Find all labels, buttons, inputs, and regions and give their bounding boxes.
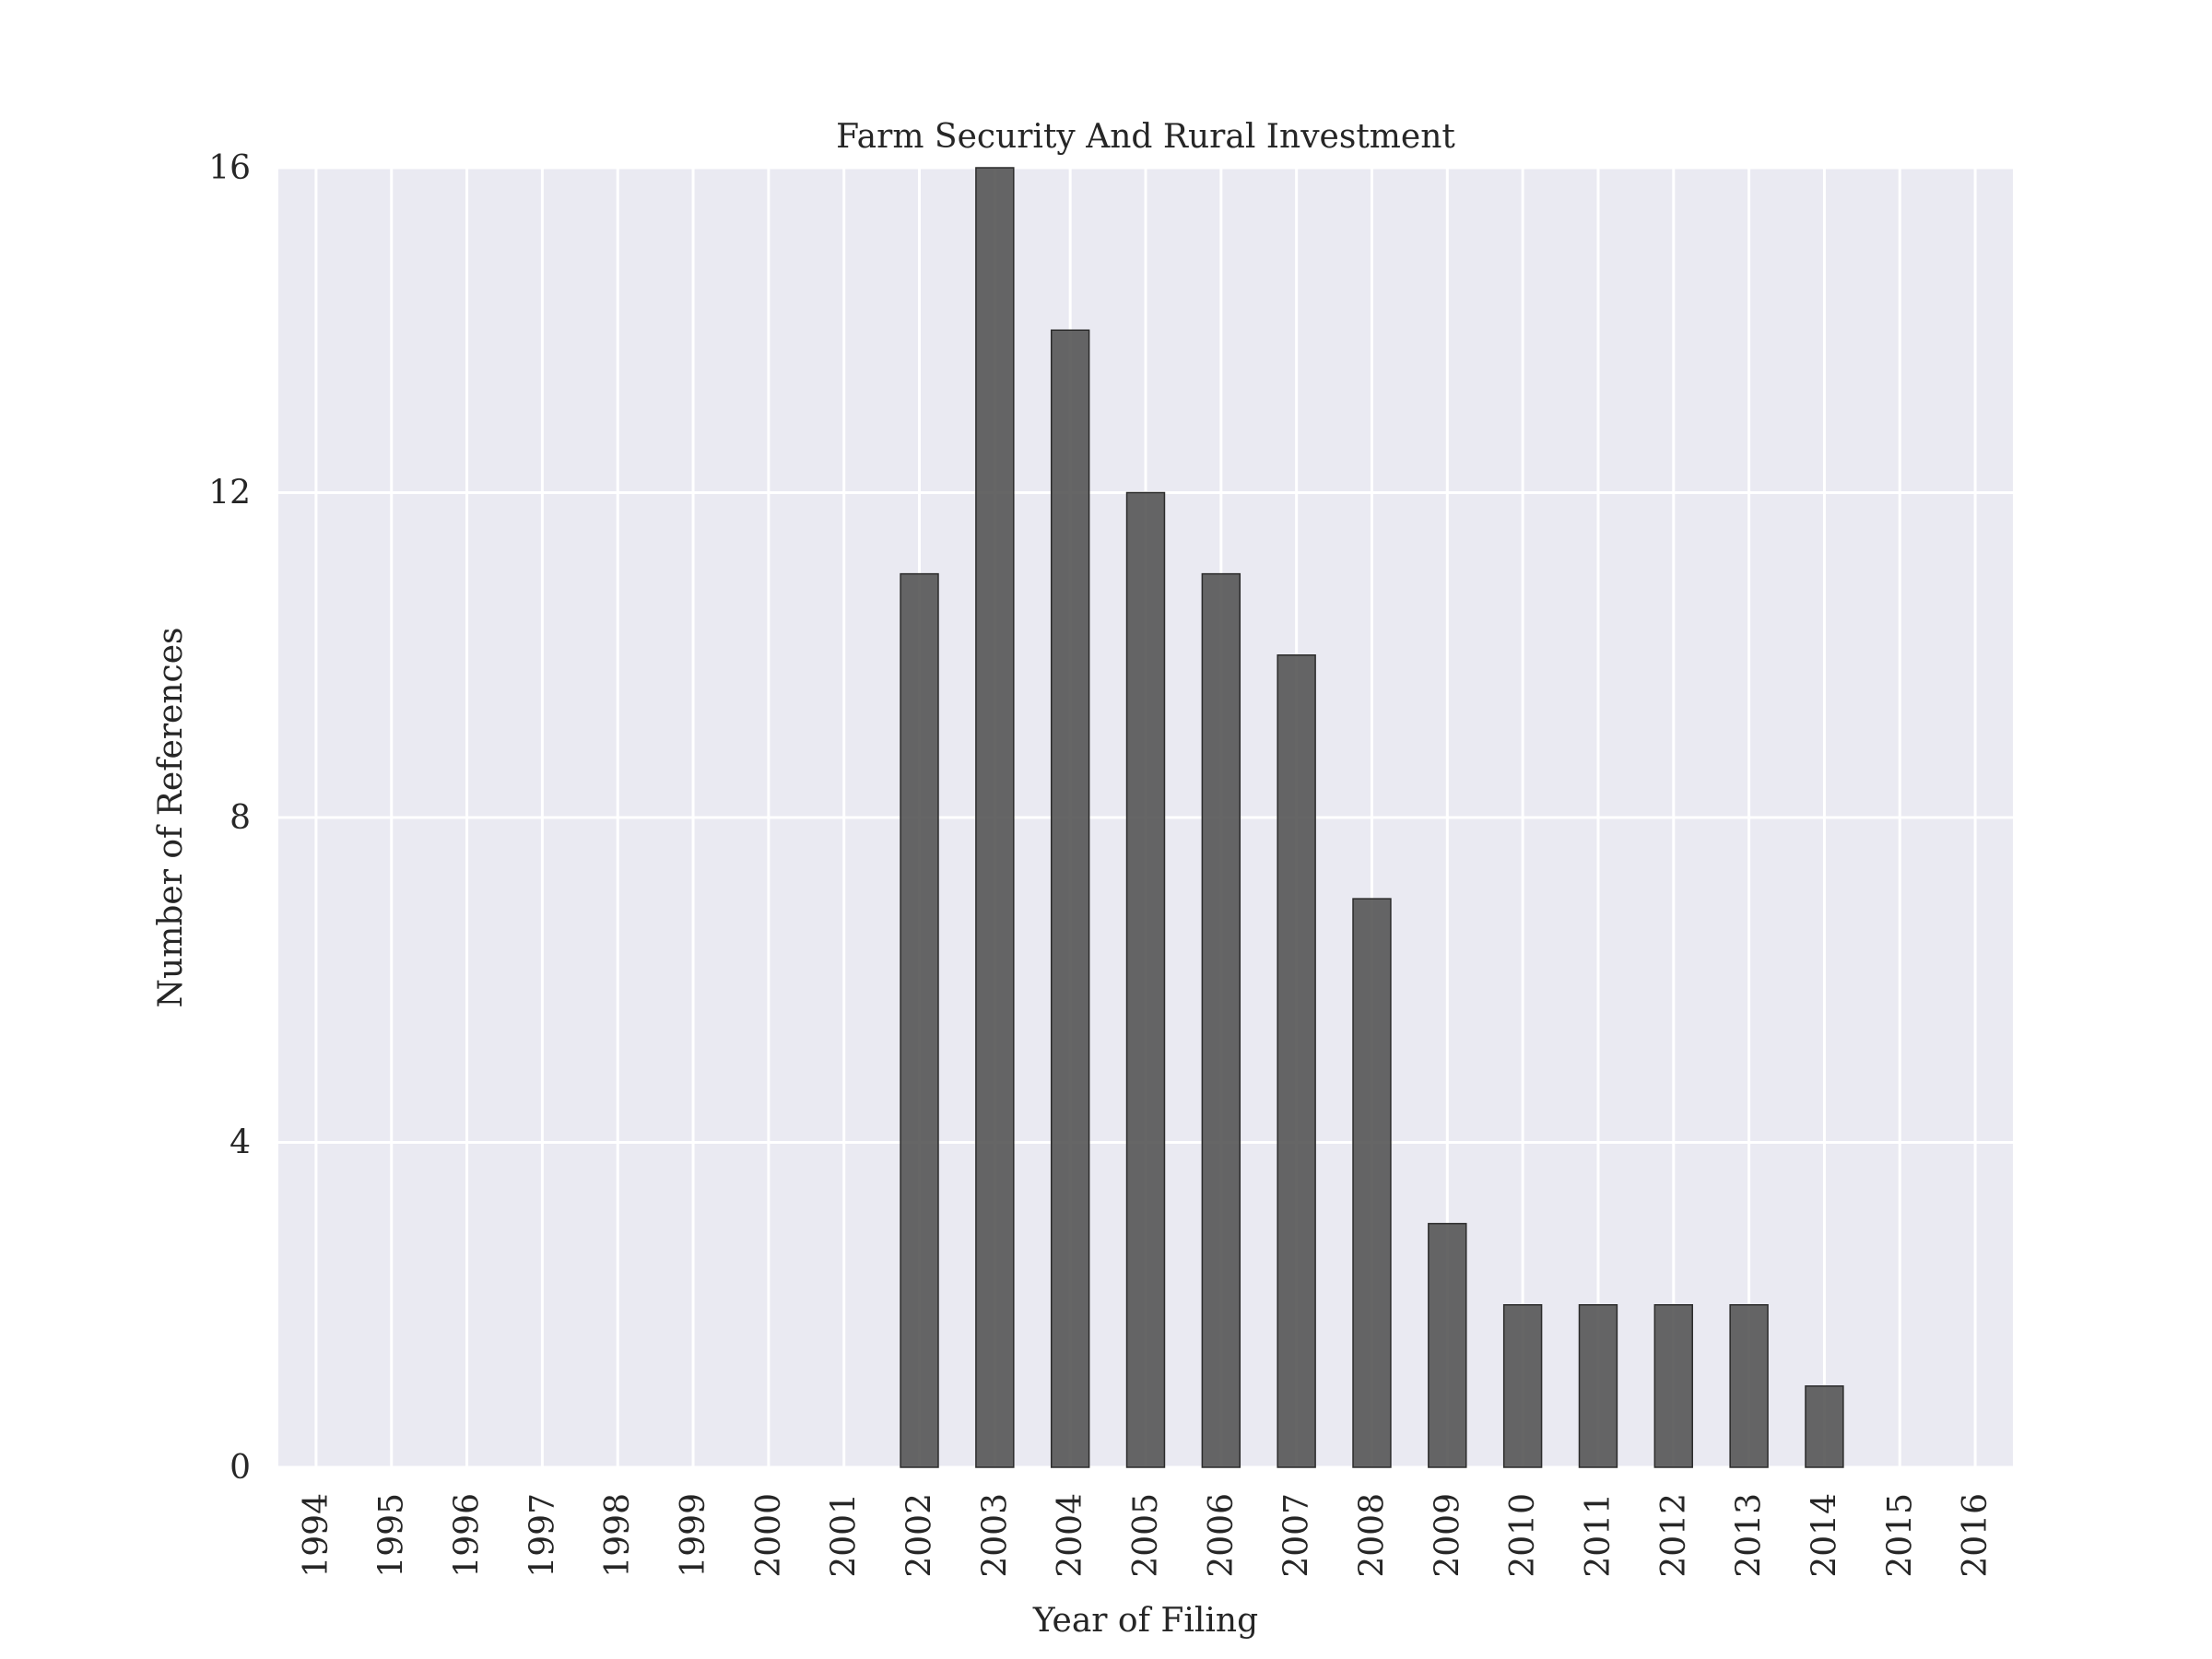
y-tick-label: 4 [229, 1124, 251, 1162]
x-tick-label: 2013 [1731, 1493, 1769, 1578]
x-tick-label: 2011 [1580, 1493, 1618, 1578]
x-tick-label: 2016 [1957, 1493, 1994, 1578]
bar-2009 [1428, 1222, 1467, 1468]
x-tick-label: 2012 [1655, 1493, 1693, 1578]
y-tick-label: 8 [229, 799, 251, 837]
x-tick-label: 2009 [1429, 1493, 1466, 1578]
x-tick-label: 2000 [750, 1493, 788, 1578]
bar-2012 [1653, 1304, 1693, 1468]
x-tick-label: 1996 [449, 1493, 487, 1578]
x-tick-label: 1998 [599, 1493, 637, 1578]
x-tick-labels: 1994 1995 1996 1997 1998 1999 2000 2001 2002 2003… [298, 1493, 1994, 1578]
x-tick-label: 2015 [1881, 1493, 1919, 1578]
bar-2014 [1805, 1385, 1844, 1468]
bars [900, 167, 1844, 1468]
x-tick-label: 1999 [675, 1493, 712, 1578]
x-tick-label: 2004 [1052, 1493, 1089, 1578]
x-tick-label: 1995 [373, 1493, 411, 1578]
bar-2013 [1729, 1304, 1769, 1468]
x-tick-label: 2010 [1504, 1493, 1542, 1578]
bar-2004 [1050, 329, 1090, 1468]
x-tick-label: 2005 [1127, 1493, 1165, 1578]
x-tick-label: 2001 [826, 1493, 864, 1578]
x-tick-label: 1994 [298, 1493, 335, 1578]
y-axis-label: Number of References [152, 628, 190, 1008]
bar-2011 [1578, 1304, 1618, 1468]
bar-2005 [1125, 491, 1166, 1468]
bar-2006 [1201, 572, 1241, 1468]
x-tick-label: 1997 [524, 1493, 561, 1578]
bar-2002 [900, 572, 939, 1468]
bar-2008 [1352, 898, 1392, 1468]
x-tick-label: 2007 [1278, 1493, 1316, 1578]
x-tick-label: 2008 [1353, 1493, 1391, 1578]
y-tick-label: 16 [208, 149, 251, 187]
x-axis-label: Year of Filing [1032, 1602, 1258, 1640]
bar-2007 [1277, 654, 1316, 1468]
chart-title: Farm Security And Rural Investment [836, 118, 1455, 156]
bar-2010 [1502, 1304, 1543, 1468]
x-tick-label: 2006 [1203, 1493, 1241, 1578]
y-tick-label: 12 [208, 475, 251, 512]
bar-2003 [975, 167, 1015, 1468]
x-tick-label: 2003 [976, 1493, 1014, 1578]
y-tick-label: 0 [229, 1449, 251, 1487]
x-tick-label: 2014 [1806, 1493, 1843, 1578]
x-tick-label: 2002 [901, 1493, 939, 1578]
y-tick-labels: 0 4 8 12 16 [208, 149, 251, 1487]
